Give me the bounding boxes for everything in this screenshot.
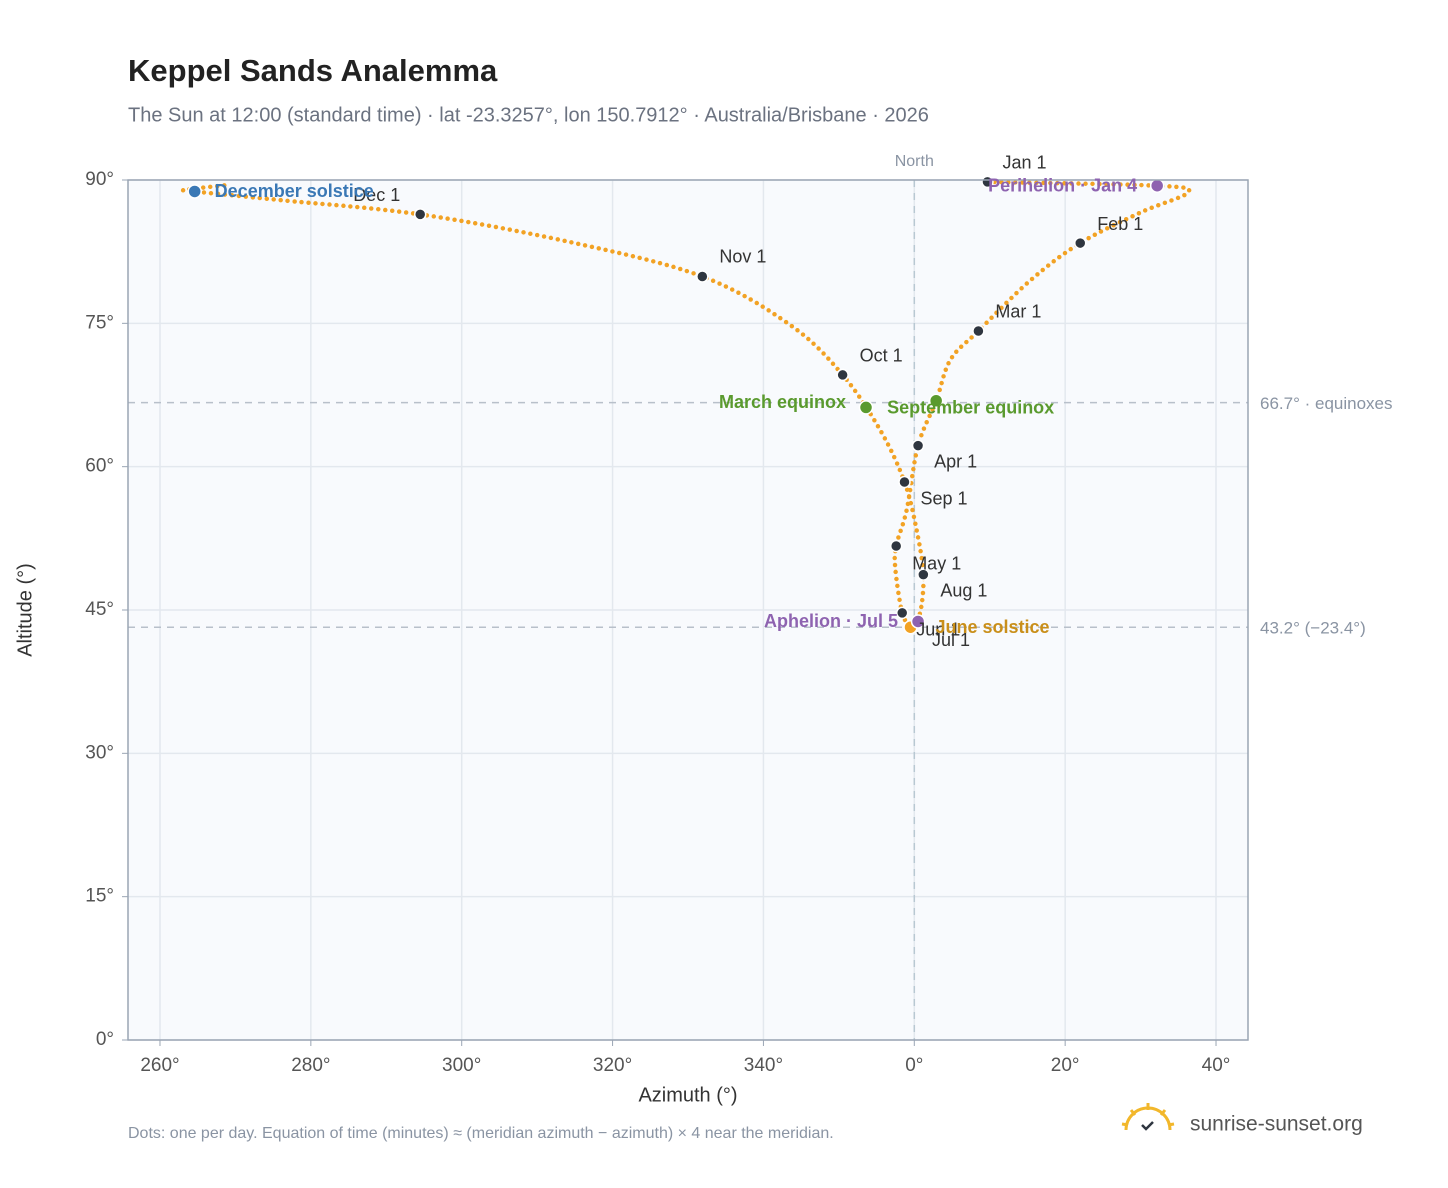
event-label: Aphelion · Jul 5 bbox=[764, 611, 898, 631]
x-tick-label: 20° bbox=[1051, 1055, 1080, 1076]
month-label: Jan 1 bbox=[1002, 153, 1046, 173]
month-label: Jul 1 bbox=[932, 630, 970, 650]
event-marker bbox=[1149, 178, 1165, 193]
month-label: Feb 1 bbox=[1097, 214, 1143, 234]
north-label: North bbox=[895, 153, 934, 170]
event-marker bbox=[858, 400, 874, 415]
reference-label: 43.2° (−23.4°) bbox=[1260, 619, 1366, 638]
y-tick-label: 30° bbox=[85, 742, 114, 763]
month-marker bbox=[898, 475, 911, 489]
brand: sunrise-sunset.org bbox=[1190, 1113, 1363, 1136]
chart-subtitle: The Sun at 12:00 (standard time) · lat -… bbox=[128, 104, 929, 126]
x-tick-label: 0° bbox=[905, 1055, 923, 1076]
event-marker bbox=[910, 614, 926, 629]
y-tick-label: 75° bbox=[85, 312, 114, 333]
x-tick-label: 320° bbox=[593, 1055, 632, 1076]
month-marker bbox=[972, 324, 985, 338]
month-marker bbox=[917, 568, 930, 581]
footnote: Dots: one per day. Equation of time (min… bbox=[128, 1125, 834, 1142]
month-label: May 1 bbox=[912, 554, 961, 574]
month-label: Jun 1 bbox=[916, 620, 960, 640]
month-label: Oct 1 bbox=[860, 346, 903, 366]
month-label: Nov 1 bbox=[719, 246, 766, 266]
brand-logo bbox=[1121, 1103, 1175, 1131]
event-label: March equinox bbox=[719, 392, 846, 412]
y-tick-label: 60° bbox=[85, 456, 114, 477]
y-tick-label: 15° bbox=[85, 886, 114, 907]
month-marker bbox=[696, 270, 709, 283]
event-marker bbox=[187, 184, 202, 199]
month-marker bbox=[1073, 236, 1087, 250]
reference-label: 66.7° · equinoxes bbox=[1260, 394, 1393, 413]
x-tick-label: 260° bbox=[140, 1055, 179, 1076]
event-label: September equinox bbox=[887, 397, 1054, 417]
month-marker bbox=[895, 606, 909, 620]
month-label: Mar 1 bbox=[995, 302, 1041, 322]
y-tick-label: 90° bbox=[85, 169, 114, 190]
x-axis-label: Azimuth (°) bbox=[638, 1084, 737, 1106]
event-label: June solstice bbox=[936, 617, 1050, 637]
y-tick-label: 0° bbox=[96, 1029, 114, 1050]
y-axis-label: Altitude (°) bbox=[14, 563, 36, 657]
x-tick-label: 340° bbox=[744, 1055, 783, 1076]
event-label: Perihelion · Jan 4 bbox=[988, 175, 1137, 195]
x-tick-label: 280° bbox=[291, 1055, 330, 1076]
month-label: Aug 1 bbox=[940, 580, 987, 600]
month-marker bbox=[413, 208, 427, 221]
event-label: December solstice bbox=[215, 181, 374, 201]
event-marker bbox=[928, 393, 944, 408]
month-label: Dec 1 bbox=[353, 185, 400, 205]
month-marker bbox=[836, 368, 849, 382]
y-tick-label: 45° bbox=[85, 599, 114, 620]
month-label: Apr 1 bbox=[934, 451, 977, 471]
month-label: Sep 1 bbox=[920, 489, 967, 509]
month-marker bbox=[981, 175, 994, 189]
x-tick-label: 300° bbox=[442, 1055, 481, 1076]
plot-layer bbox=[128, 175, 1248, 1041]
month-marker bbox=[889, 539, 903, 553]
month-marker bbox=[911, 439, 925, 452]
chart-title: Keppel Sands Analemma bbox=[128, 53, 498, 88]
x-tick-label: 40° bbox=[1202, 1055, 1231, 1076]
